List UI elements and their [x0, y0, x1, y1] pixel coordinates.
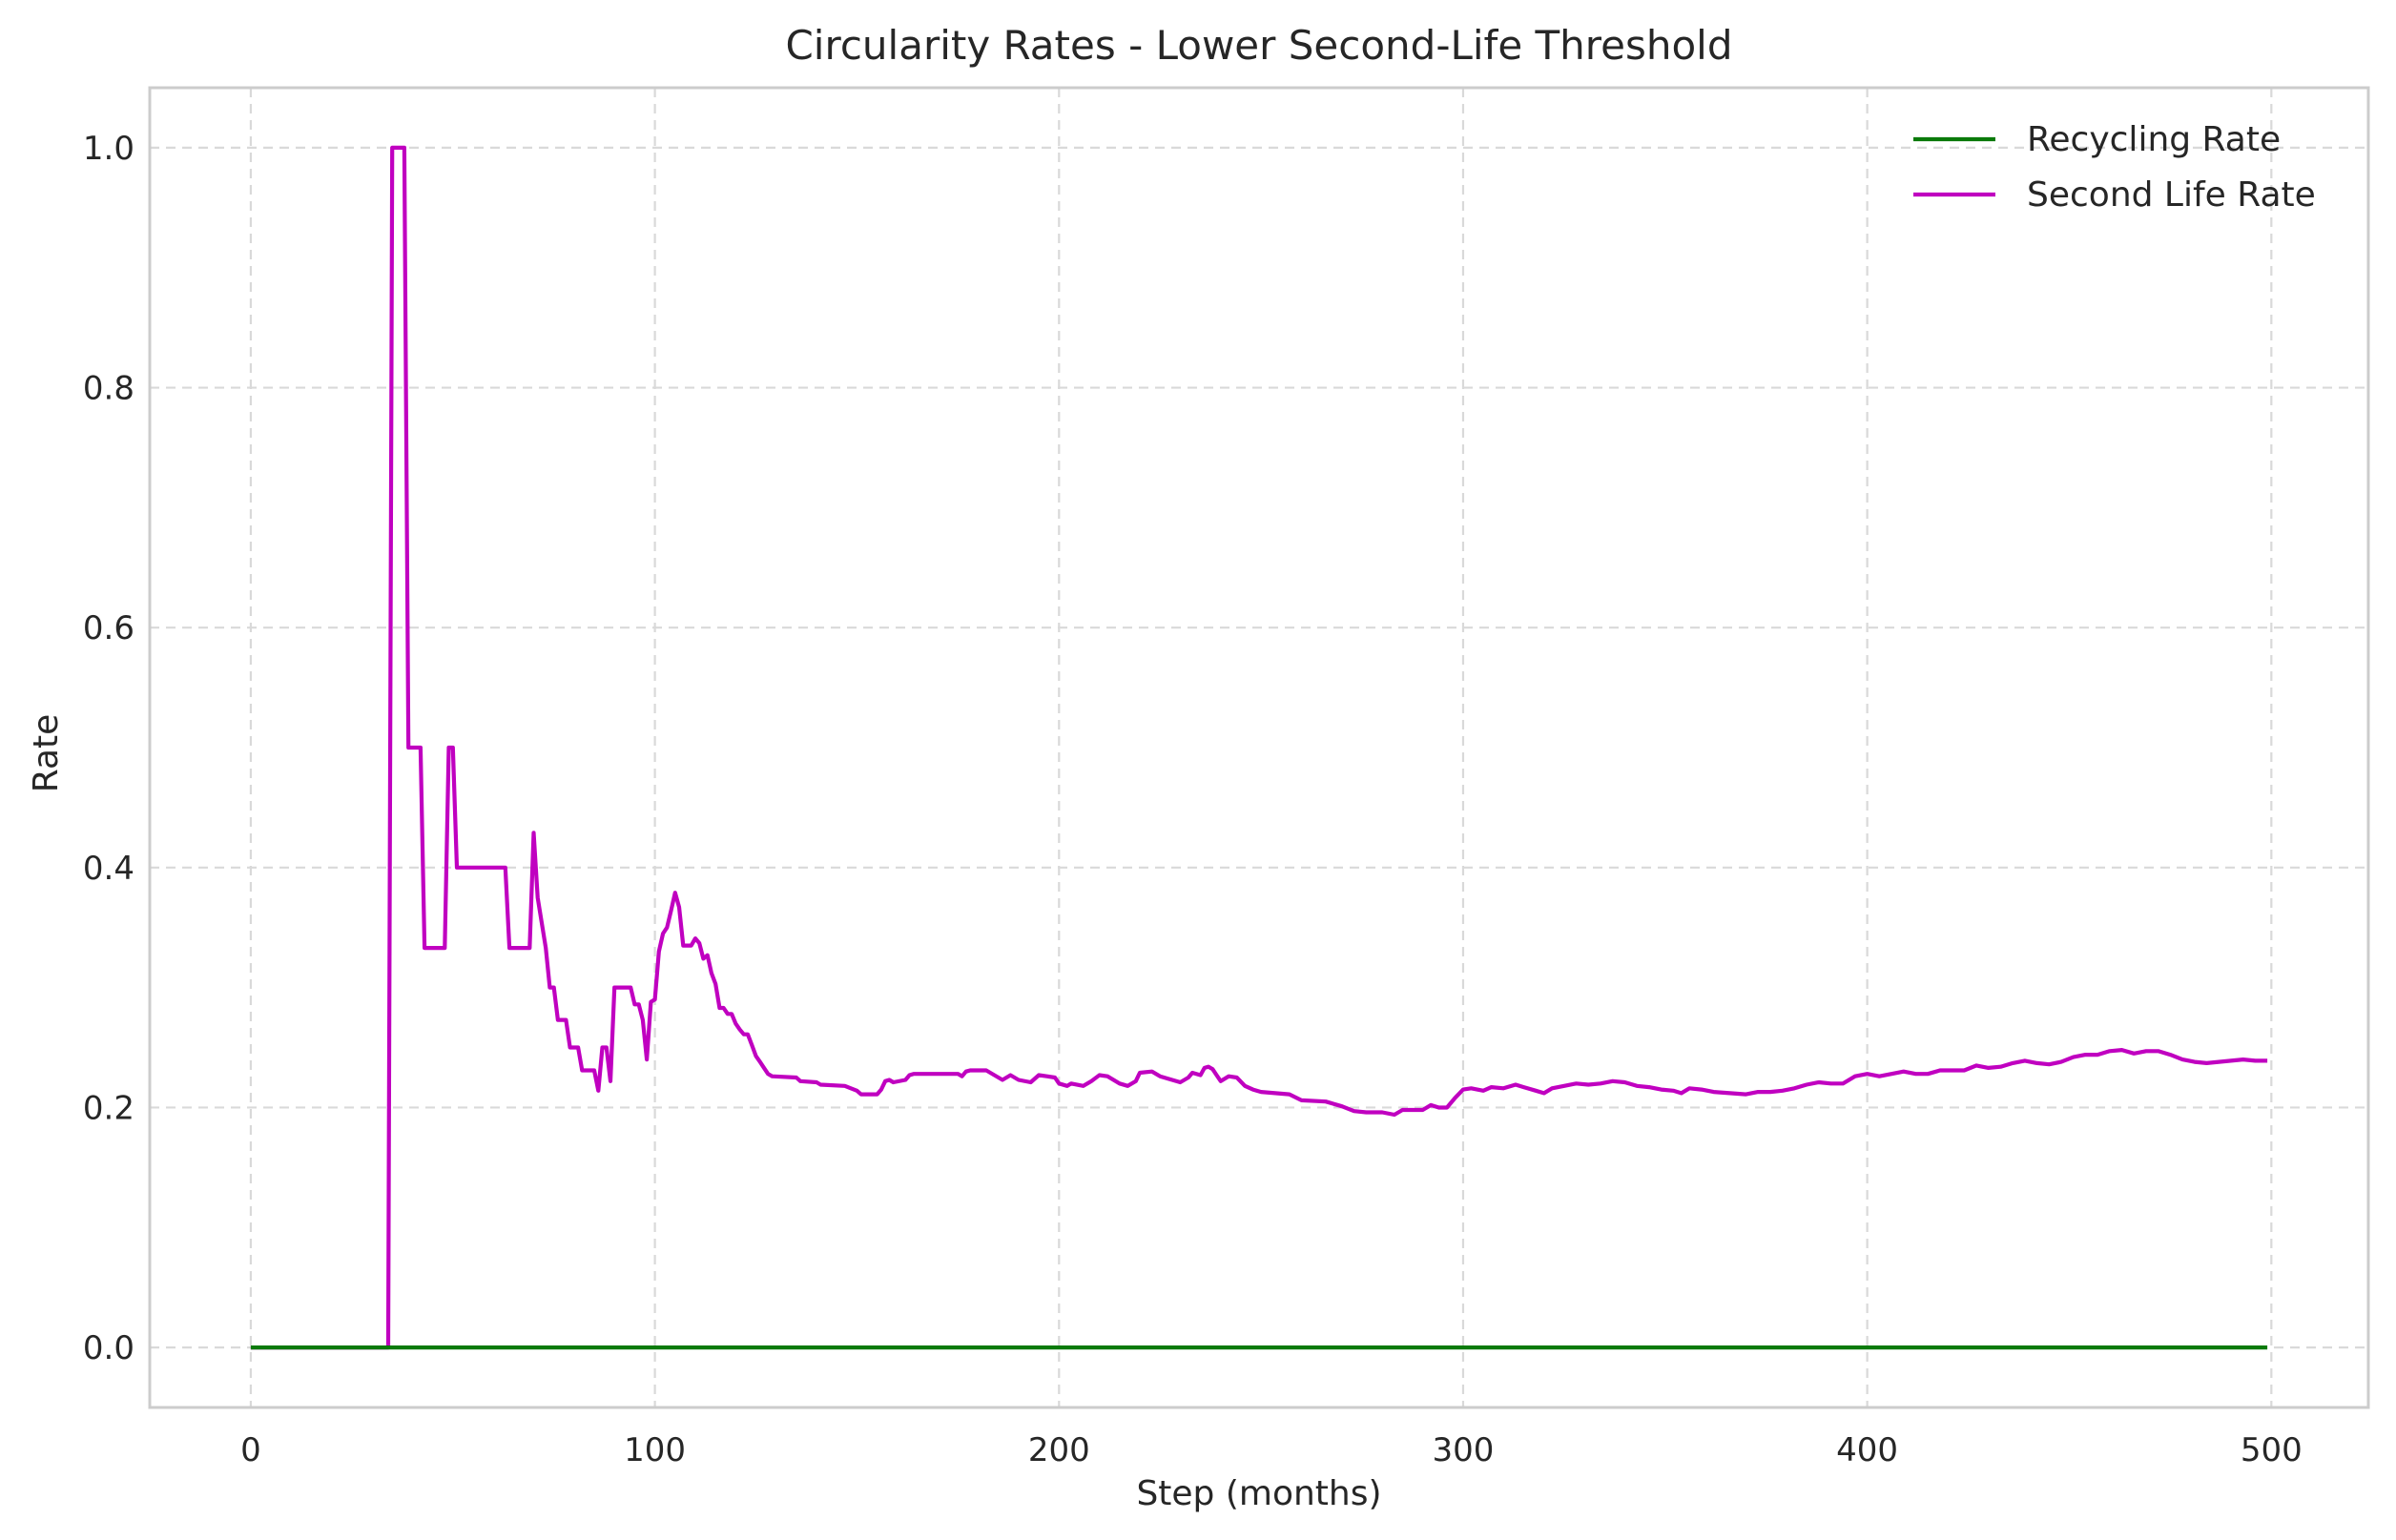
y-tick-label: 1.0: [83, 130, 134, 168]
x-tick-label: 100: [624, 1431, 686, 1469]
x-axis-ticks: 0 100 200 300 400 500: [240, 1431, 2303, 1469]
y-tick-label: 0.2: [83, 1089, 134, 1127]
chart-title: Circularity Rates - Lower Second-Life Th…: [785, 22, 1732, 69]
series-layer: [250, 145, 2268, 1350]
y-axis-label: Rate: [27, 714, 66, 793]
legend: Recycling Rate Second Life Rate: [1913, 120, 2316, 215]
y-tick-label: 0.4: [83, 850, 134, 888]
legend-label: Second Life Rate: [2027, 175, 2316, 215]
y-tick-label: 0.8: [83, 370, 134, 408]
x-tick-label: 200: [1028, 1431, 1090, 1469]
legend-label: Recycling Rate: [2027, 120, 2281, 159]
x-tick-label: 300: [1433, 1431, 1495, 1469]
x-tick-label: 0: [240, 1431, 261, 1469]
plot-frame: [148, 86, 2370, 1409]
x-tick-label: 400: [1836, 1431, 1898, 1469]
x-axis-label: Step (months): [1136, 1474, 1381, 1513]
x-tick-label: 500: [2241, 1431, 2303, 1469]
y-axis-ticks: 0.0 0.2 0.4 0.6 0.8 1.0: [83, 130, 134, 1367]
y-tick-label: 0.0: [83, 1329, 134, 1367]
y-tick-label: 0.6: [83, 609, 134, 647]
series-second-life-rate-line: [250, 145, 2268, 1350]
grid: [150, 88, 2368, 1407]
